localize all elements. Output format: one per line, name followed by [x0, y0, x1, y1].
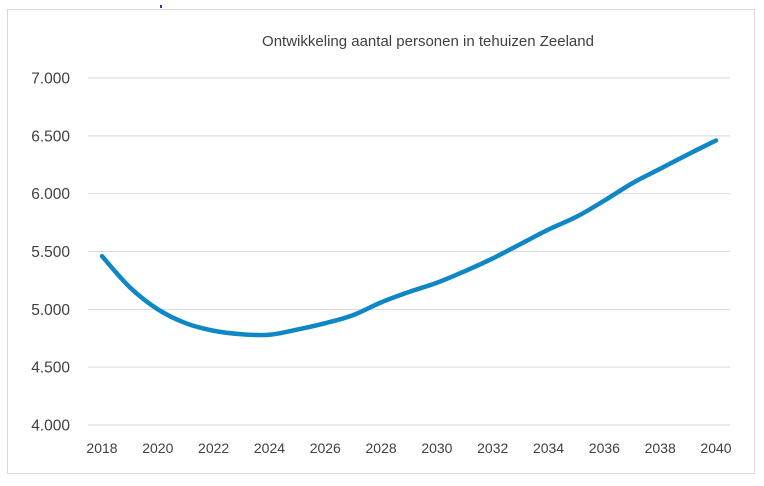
data-point [379, 300, 383, 304]
x-tick-label: 2030 [421, 440, 452, 456]
data-point [128, 285, 132, 289]
data-point [574, 215, 578, 219]
data-point [100, 254, 104, 258]
data-point [156, 307, 160, 311]
x-tick-label: 2038 [645, 440, 676, 456]
data-point [519, 242, 523, 246]
chart-title: Ontwikkeling aantal personen in tehuizen… [262, 33, 594, 50]
x-tick-label: 2032 [477, 440, 508, 456]
x-tick-label: 2034 [533, 440, 564, 456]
artifact-mark [160, 5, 162, 8]
data-point [435, 281, 439, 285]
data-point [267, 333, 271, 337]
x-tick-label: 2018 [86, 440, 117, 456]
data-point [184, 321, 188, 325]
x-tick-label: 2020 [142, 440, 173, 456]
y-axis-ticks: 4.000 4.500 5.000 5.500 6.000 6.500 7.000 [31, 71, 70, 435]
x-tick-label: 2036 [589, 440, 620, 456]
x-tick-label: 2026 [310, 440, 341, 456]
series-layer [99, 138, 719, 338]
data-point [463, 269, 467, 273]
data-point [602, 199, 606, 203]
data-point [714, 138, 718, 142]
data-point [240, 332, 244, 336]
series-line-0 [99, 138, 719, 338]
data-point [686, 152, 690, 156]
data-point [351, 313, 355, 317]
grid-lines [88, 77, 730, 426]
data-point [658, 167, 662, 171]
data-point [630, 181, 634, 185]
x-tick-label: 2028 [366, 440, 397, 456]
y-tick-label: 7.000 [31, 71, 70, 88]
y-tick-label: 6.000 [31, 186, 70, 203]
x-tick-label: 2040 [700, 440, 731, 456]
y-tick-label: 5.500 [31, 244, 70, 261]
data-point [547, 228, 551, 232]
y-tick-label: 5.000 [31, 302, 70, 319]
data-point [491, 256, 495, 260]
data-point [323, 321, 327, 325]
chart-frame [7, 9, 755, 474]
y-tick-label: 4.500 [31, 360, 70, 377]
x-tick-label: 2022 [198, 440, 229, 456]
y-tick-label: 4.000 [31, 418, 70, 435]
y-tick-label: 6.500 [31, 128, 70, 145]
data-point [212, 329, 216, 333]
x-tick-label: 2024 [254, 440, 285, 456]
data-point [407, 290, 411, 294]
data-point [295, 328, 299, 332]
x-axis-ticks: 2018 2020 2022 2024 2026 2028 2030 2032 2034 2036… [86, 440, 731, 456]
